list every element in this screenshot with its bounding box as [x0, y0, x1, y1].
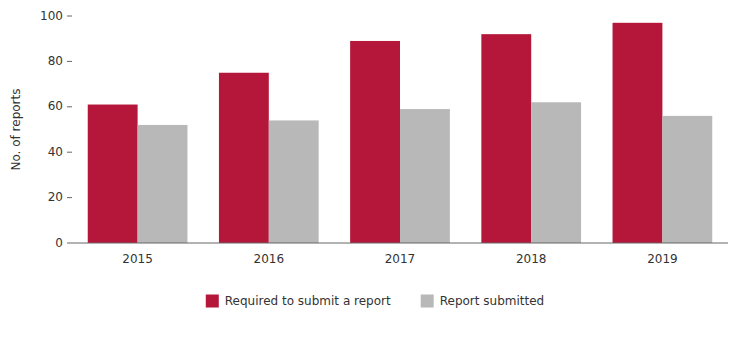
legend-item: Required to submit a report: [206, 294, 391, 308]
legend: Required to submit a report Report submit…: [206, 294, 544, 308]
y-tick-label: 0: [55, 236, 63, 250]
x-tick-label: 2017: [385, 252, 416, 266]
chart-container: 0 20 40 60 80 100 No. of reports 2015 2016 2017 20…: [0, 0, 750, 339]
y-tick-label: 20: [48, 190, 63, 204]
y-tick: [67, 61, 72, 62]
bars: [88, 23, 713, 243]
legend-item: Report submitted: [421, 294, 545, 308]
bar: [613, 23, 663, 243]
bar: [138, 125, 188, 243]
y-tick: [67, 197, 72, 198]
legend-label: Report submitted: [440, 294, 545, 308]
y-tick-label: 60: [48, 99, 63, 113]
legend-swatch: [206, 295, 219, 308]
bar: [88, 105, 138, 243]
y-axis-label: No. of reports: [9, 88, 23, 170]
legend-label: Required to submit a report: [225, 294, 391, 308]
bar: [269, 120, 319, 243]
bar: [400, 109, 450, 243]
x-tick-label: 2015: [122, 252, 153, 266]
y-axis: 0 20 40 60 80 100: [40, 9, 72, 250]
legend-swatch: [421, 295, 434, 308]
bar: [219, 73, 269, 243]
bar: [662, 116, 712, 243]
bar: [481, 34, 531, 243]
bar: [350, 41, 400, 243]
chart-svg: 0 20 40 60 80 100 No. of reports 2015 2016 2017 20…: [0, 0, 750, 339]
y-tick: [67, 152, 72, 153]
y-tick-label: 100: [40, 9, 63, 23]
y-tick: [67, 16, 72, 17]
x-tick-label: 2019: [647, 252, 678, 266]
y-tick: [67, 243, 72, 244]
y-tick-label: 80: [48, 54, 63, 68]
y-tick: [67, 106, 72, 107]
x-tick-label: 2016: [254, 252, 285, 266]
x-axis-line: [72, 243, 728, 244]
bar: [531, 102, 581, 243]
y-tick-label: 40: [48, 145, 63, 159]
x-tick-label: 2018: [516, 252, 547, 266]
